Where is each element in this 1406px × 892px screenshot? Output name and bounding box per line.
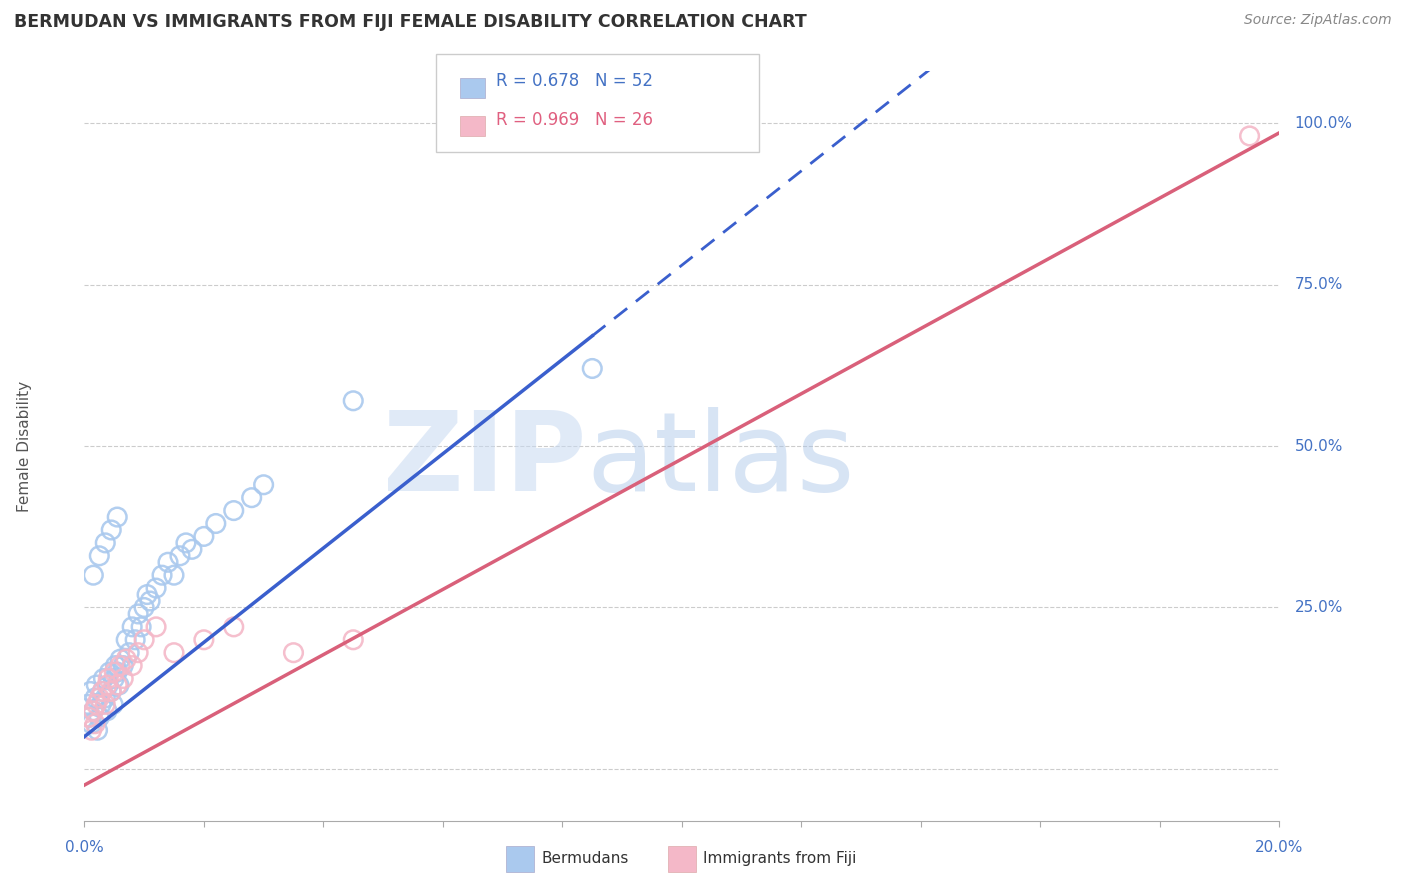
Point [98, 665, 121, 679]
Point [110, 658, 132, 673]
Point [127, 607, 149, 621]
Point [80, 716, 103, 731]
Point [150, 568, 173, 582]
Point [110, 652, 132, 666]
Text: 20.0%: 20.0% [1256, 840, 1303, 855]
Point [89, 549, 111, 563]
Point [82, 704, 104, 718]
Point [86, 678, 108, 692]
Point [169, 549, 191, 563]
Point [174, 536, 197, 550]
Point [193, 529, 215, 543]
Text: R = 0.678   N = 52: R = 0.678 N = 52 [496, 72, 654, 90]
Point [222, 503, 245, 517]
Point [283, 646, 305, 660]
Point [94, 536, 117, 550]
Point [112, 672, 135, 686]
Text: BERMUDAN VS IMMIGRANTS FROM FIJI FEMALE DISABILITY CORRELATION CHART: BERMUDAN VS IMMIGRANTS FROM FIJI FEMALE … [14, 13, 807, 31]
Point [240, 491, 263, 505]
Point [105, 665, 128, 679]
Point [89, 690, 111, 705]
Point [163, 568, 186, 582]
Text: 0.0%: 0.0% [65, 840, 104, 855]
Point [132, 600, 156, 615]
Point [100, 684, 122, 698]
Point [76, 698, 98, 712]
Text: 100.0%: 100.0% [1295, 116, 1353, 130]
Text: Source: ZipAtlas.com: Source: ZipAtlas.com [1244, 13, 1392, 28]
Point [136, 588, 159, 602]
Point [91, 684, 114, 698]
Point [80, 723, 103, 738]
Point [105, 678, 128, 692]
Point [581, 361, 603, 376]
Point [145, 581, 167, 595]
Point [103, 672, 125, 686]
Text: 25.0%: 25.0% [1295, 600, 1343, 615]
Point [342, 632, 364, 647]
Text: R = 0.969   N = 26: R = 0.969 N = 26 [496, 111, 654, 128]
Point [222, 620, 245, 634]
Point [129, 620, 152, 634]
Point [124, 632, 146, 647]
Point [121, 658, 143, 673]
Text: 50.0%: 50.0% [1295, 439, 1343, 453]
Text: Bermudans: Bermudans [541, 852, 628, 866]
Point [253, 477, 276, 491]
Point [127, 646, 149, 660]
Point [205, 516, 228, 531]
Point [97, 672, 120, 686]
Point [115, 632, 138, 647]
Point [94, 690, 117, 705]
Point [157, 555, 180, 569]
Point [96, 704, 118, 718]
Point [84, 690, 107, 705]
Point [82, 568, 104, 582]
Point [181, 542, 204, 557]
Point [103, 665, 125, 679]
Text: 75.0%: 75.0% [1295, 277, 1343, 292]
Point [82, 704, 104, 718]
Point [132, 632, 156, 647]
Text: atlas: atlas [586, 408, 855, 515]
Point [84, 716, 107, 731]
Point [108, 678, 131, 692]
Point [97, 678, 120, 692]
Point [342, 393, 364, 408]
Point [1239, 128, 1261, 143]
Point [112, 658, 135, 673]
Point [86, 698, 108, 712]
Point [193, 632, 215, 647]
Point [121, 620, 143, 634]
Text: Female Disability: Female Disability [17, 380, 32, 512]
Point [77, 710, 100, 724]
Text: Immigrants from Fiji: Immigrants from Fiji [703, 852, 856, 866]
Point [145, 620, 167, 634]
Point [100, 523, 122, 537]
Point [94, 698, 117, 712]
Point [86, 723, 108, 738]
Point [77, 710, 100, 724]
Point [91, 684, 114, 698]
Point [89, 710, 111, 724]
Point [163, 646, 186, 660]
Point [90, 698, 112, 712]
Text: ZIP: ZIP [382, 408, 586, 515]
Point [139, 594, 162, 608]
Point [100, 684, 122, 698]
Point [105, 510, 128, 524]
Point [79, 684, 101, 698]
Point [118, 646, 141, 660]
Point [93, 672, 115, 686]
Point [96, 678, 118, 692]
Point [115, 652, 138, 666]
Point [101, 698, 124, 712]
Point [104, 658, 127, 673]
